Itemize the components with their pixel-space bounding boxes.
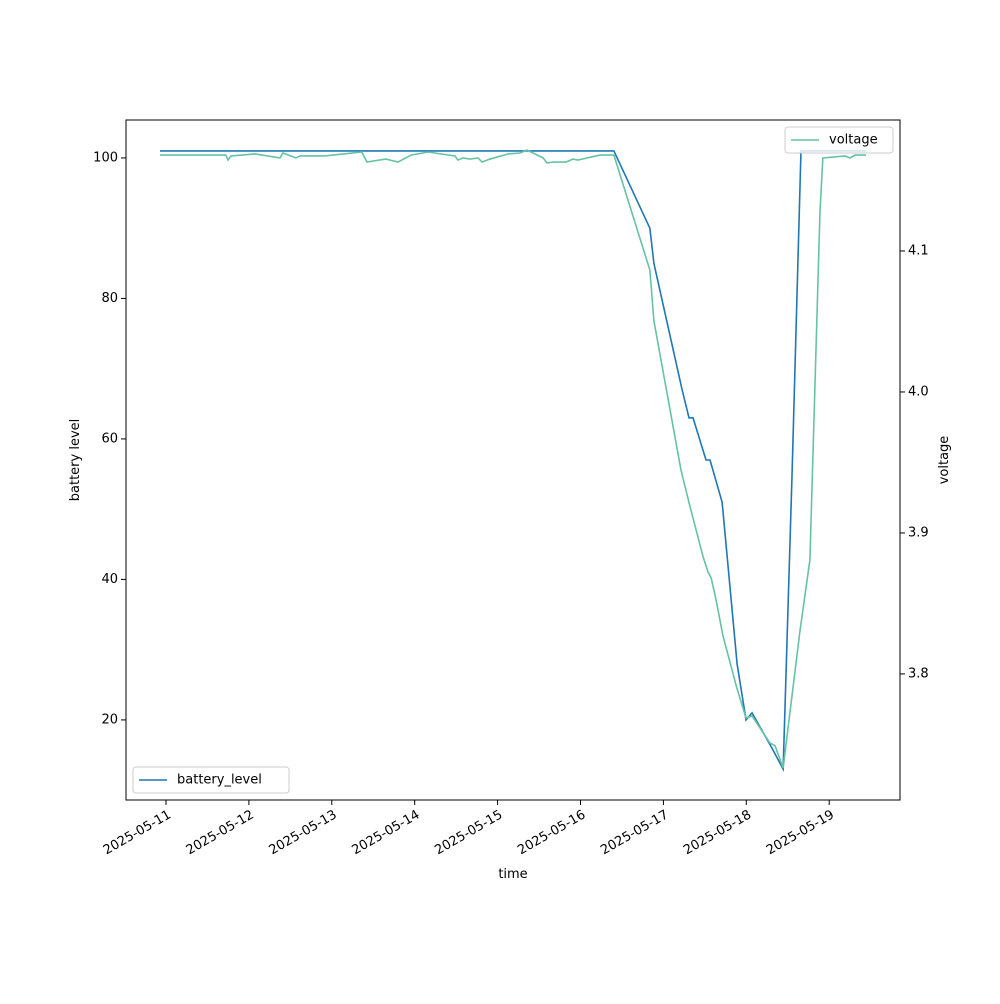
y2-tick-label: 4.1 — [908, 243, 929, 258]
y-tick-label: 40 — [101, 572, 118, 587]
x-axis-label: time — [498, 867, 527, 882]
legend-box — [132, 766, 290, 794]
legend-label: voltage — [829, 133, 878, 148]
y2-tick-label: 3.8 — [908, 666, 929, 681]
y-tick-label: 20 — [101, 712, 118, 727]
legend-box — [784, 126, 894, 154]
line-series — [159, 149, 867, 769]
y-tick-label: 60 — [101, 431, 118, 446]
y2-tick-label: 3.9 — [908, 525, 929, 540]
axes-frame — [125, 119, 901, 801]
y-tick-label: 100 — [93, 150, 118, 165]
legend-label: battery_level — [177, 773, 262, 788]
y-axis-label: battery level — [68, 419, 83, 502]
y2-tick-label: 4.0 — [908, 384, 929, 399]
y-tick-label: 80 — [101, 291, 118, 306]
y2-axis-label: voltage — [937, 436, 952, 485]
line-series — [159, 150, 867, 773]
